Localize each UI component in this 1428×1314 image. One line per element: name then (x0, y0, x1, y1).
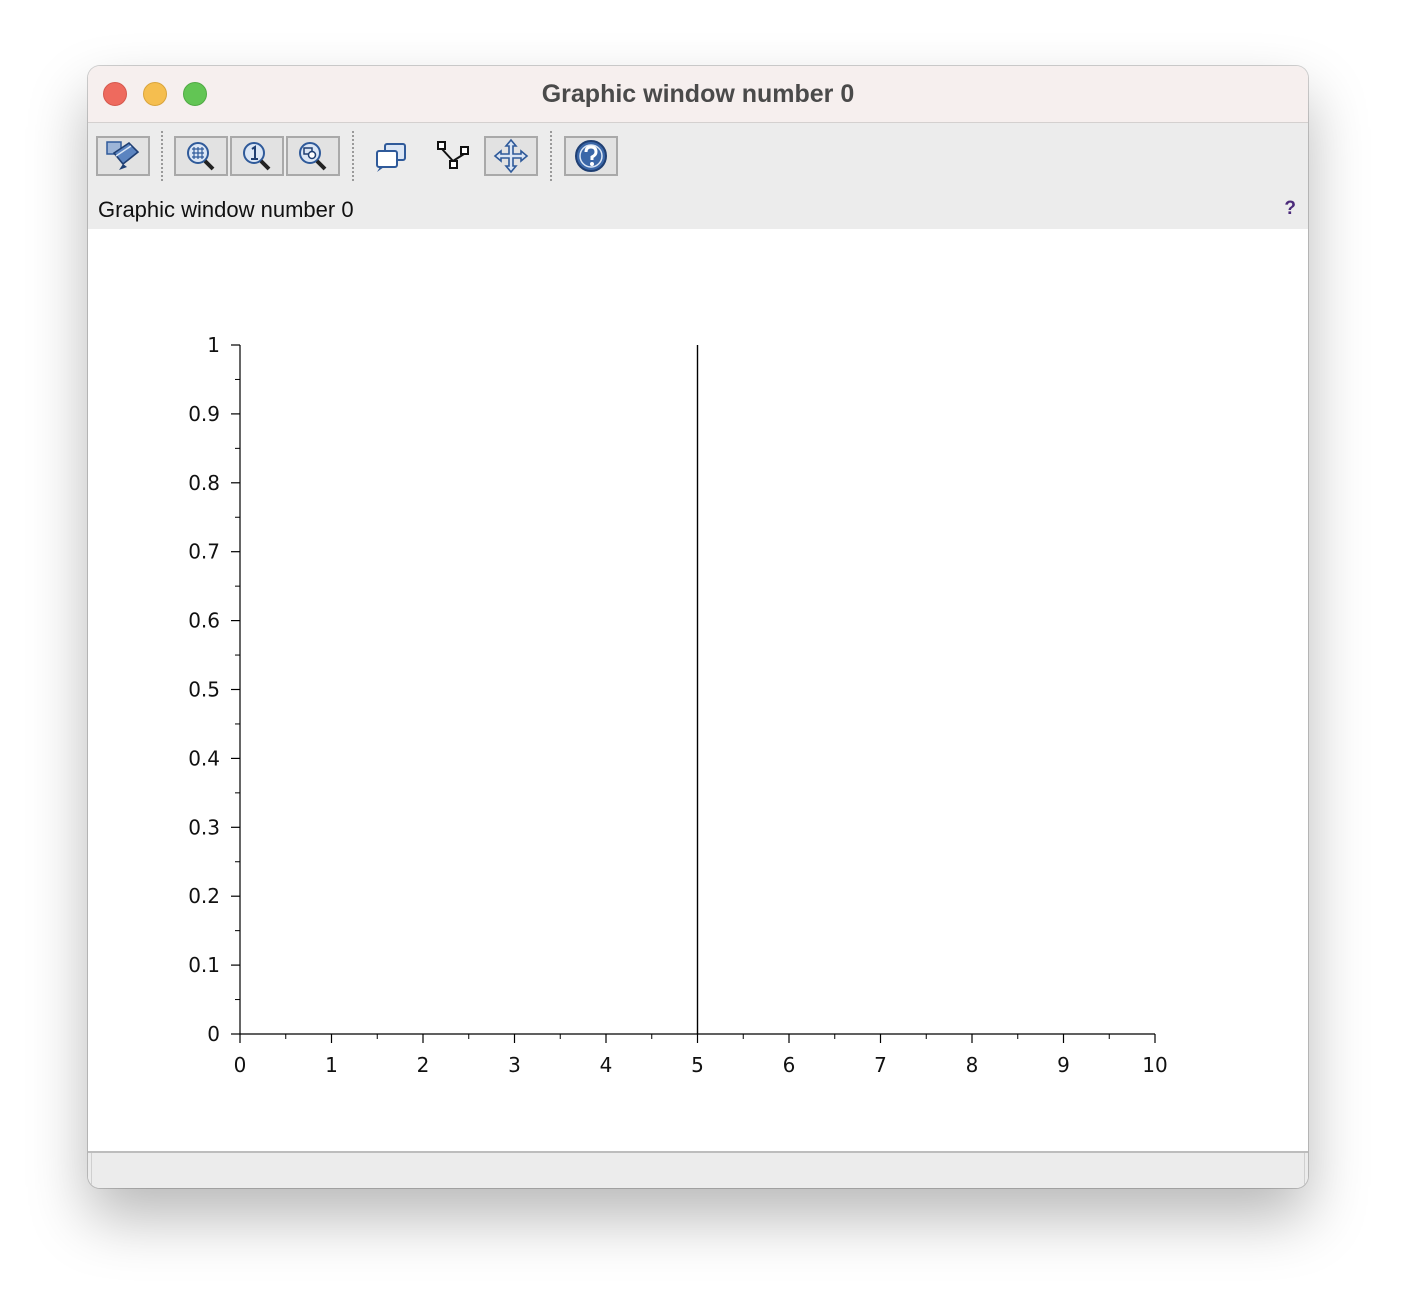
y-tick-label: 0.3 (188, 815, 220, 839)
y-tick-label: 0.8 (188, 471, 220, 495)
info-help-icon[interactable]: ? (1284, 198, 1296, 219)
y-tick-label: 0.6 (188, 609, 220, 633)
y-tick-label: 1 (207, 333, 220, 357)
y-tick-label: 0.4 (188, 746, 220, 770)
close-window-button[interactable] (103, 82, 127, 106)
help-button[interactable] (564, 136, 618, 176)
zoom-button[interactable] (286, 136, 340, 176)
y-tick-label: 0.5 (188, 678, 220, 702)
rotate-button[interactable] (365, 136, 419, 176)
maximize-window-button[interactable] (183, 82, 207, 106)
plot-svg[interactable]: 0 1 2 3 4 5 6 7 8 9 10 0 0.1 0.2 0.3 0.4 0.5 0.6 0.7 0.8 0.9… (88, 229, 1308, 1151)
y-tick-label: 0 (207, 1022, 220, 1046)
toolbar (88, 123, 1308, 189)
x-tick-label: 5 (691, 1053, 704, 1077)
graphic-window: Graphic window number 0 (88, 66, 1308, 1188)
minimize-window-button[interactable] (143, 82, 167, 106)
x-tick-label: 1 (325, 1053, 338, 1077)
datatip-button[interactable] (426, 136, 480, 176)
help-icon (575, 140, 607, 172)
status-bar (88, 1151, 1308, 1188)
zoom-original-icon (243, 142, 271, 171)
zoom-icon (299, 142, 327, 171)
x-tick-label: 8 (966, 1053, 979, 1077)
x-tick-label: 7 (874, 1053, 887, 1077)
status-bar-field (91, 1153, 1305, 1186)
info-bar: Graphic window number 0 ? (88, 189, 1308, 229)
y-tick-label: 0.1 (188, 953, 220, 977)
y-tick-label: 0.2 (188, 884, 220, 908)
x-tick-label: 10 (1142, 1053, 1167, 1077)
zoom-area-button[interactable] (174, 136, 228, 176)
x-tick-label: 3 (508, 1053, 521, 1077)
zoom-original-button[interactable] (230, 136, 284, 176)
plot-canvas[interactable]: 0 1 2 3 4 5 6 7 8 9 10 0 0.1 0.2 0.3 0.4 0.5 0.6 0.7 0.8 0.9… (88, 229, 1308, 1151)
y-tick-label: 0.9 (188, 402, 220, 426)
x-tick-label: 9 (1057, 1053, 1070, 1077)
x-tick-label: 4 (600, 1053, 613, 1077)
y-tick-label: 0.7 (188, 540, 220, 564)
window-title: Graphic window number 0 (541, 80, 855, 108)
pan-icon (493, 138, 529, 174)
info-message: Graphic window number 0 (98, 197, 354, 222)
datatip-icon (437, 141, 469, 169)
x-tick-label: 6 (783, 1053, 796, 1077)
edit-figure-button[interactable] (96, 136, 150, 176)
zoom-area-icon (187, 142, 215, 171)
title-bar[interactable]: Graphic window number 0 (88, 66, 1308, 123)
rotate-icon (376, 143, 406, 172)
x-tick-label: 0 (234, 1053, 247, 1077)
figure-editor-icon (106, 141, 140, 170)
x-tick-label: 2 (417, 1053, 430, 1077)
pan-button[interactable] (484, 136, 538, 176)
